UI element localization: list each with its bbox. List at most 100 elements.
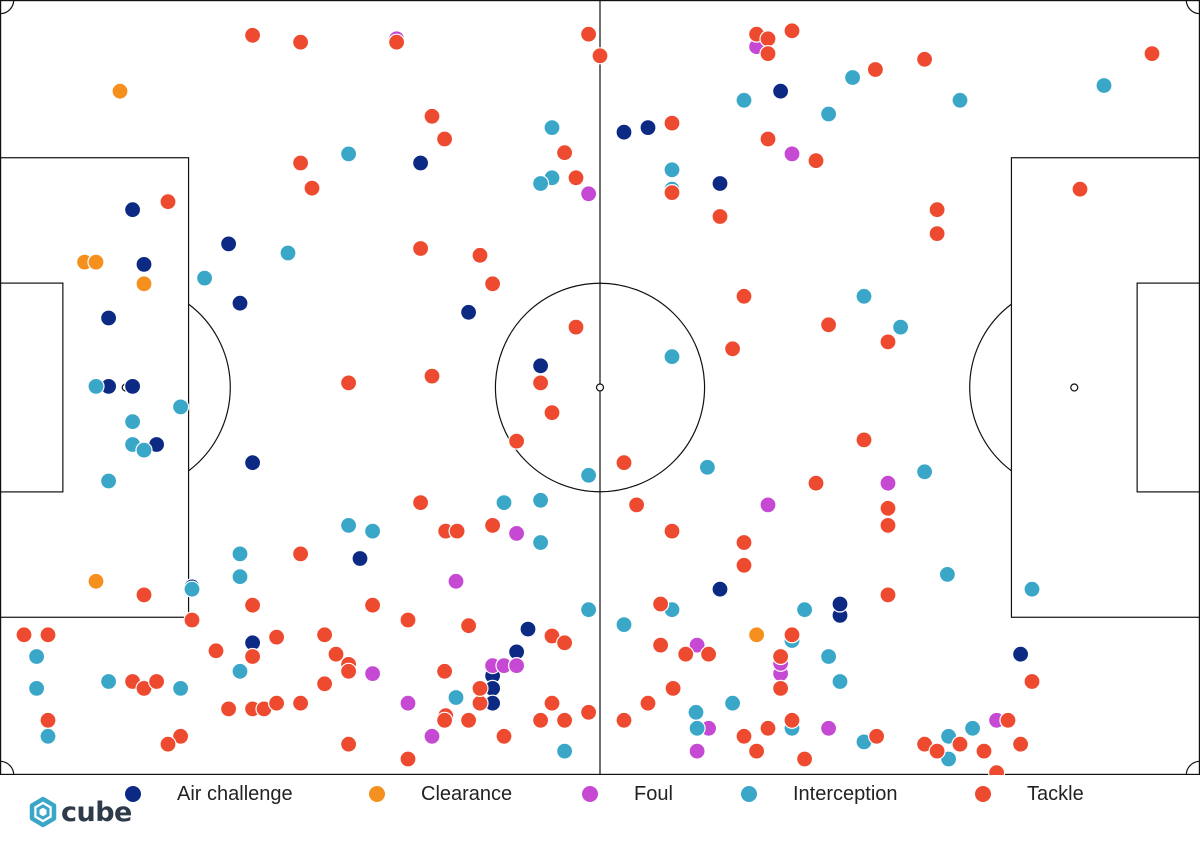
point-interception <box>172 679 190 698</box>
point-foul <box>447 572 465 590</box>
point-tackle <box>1011 735 1030 753</box>
point-interception <box>124 413 142 431</box>
point-air-challenge <box>615 123 633 141</box>
point-tackle <box>172 727 190 745</box>
point-tackle <box>268 628 286 646</box>
point-tackle <box>928 742 946 760</box>
point-air-challenge <box>519 620 537 638</box>
point-interception <box>688 719 706 737</box>
point-tackle <box>615 711 633 729</box>
point-interception <box>340 516 358 535</box>
point-interception <box>495 494 513 512</box>
point-tackle <box>951 735 969 753</box>
point-tackle <box>723 340 742 358</box>
point-interception <box>698 458 717 476</box>
legend-item-air-challenge: Air challenge <box>125 776 293 812</box>
point-tackle <box>327 645 345 663</box>
point-tackle <box>735 533 753 552</box>
cube-logo: cube <box>28 795 132 829</box>
series-air-challenge <box>99 82 1030 712</box>
point-interception <box>555 742 574 760</box>
point-foul <box>819 719 838 737</box>
point-tackle <box>879 333 897 351</box>
point-tackle <box>220 700 238 718</box>
point-clearance <box>135 275 153 293</box>
point-interception <box>172 398 190 416</box>
point-tackle <box>988 764 1006 775</box>
point-interception <box>663 348 681 366</box>
point-interception <box>531 533 550 552</box>
point-interception <box>87 377 105 395</box>
point-tackle <box>783 711 801 729</box>
point-air-challenge <box>220 235 238 253</box>
point-interception <box>723 694 742 712</box>
point-tackle <box>159 193 177 211</box>
point-tackle <box>531 711 550 729</box>
point-foul <box>688 636 706 654</box>
point-tackle <box>651 595 670 613</box>
left-penalty-area <box>0 157 190 618</box>
point-foul <box>783 145 801 163</box>
point-tackle <box>807 152 825 170</box>
point-interception <box>39 727 57 745</box>
point-tackle <box>699 645 718 663</box>
point-air-challenge <box>412 154 430 172</box>
point-tackle <box>543 404 561 422</box>
point-tackle <box>879 516 897 535</box>
point-interception <box>687 703 705 721</box>
legend-swatch-air-challenge <box>125 786 141 802</box>
point-tackle <box>471 246 489 264</box>
point-tackle <box>759 44 777 63</box>
point-interception <box>819 647 838 666</box>
point-interception <box>963 719 982 737</box>
series-clearance <box>75 82 766 644</box>
corner-arc-top-left <box>0 0 15 15</box>
point-tackle <box>1023 672 1041 691</box>
point-interception <box>340 145 358 163</box>
point-tackle <box>292 694 310 712</box>
point-interception <box>579 601 598 619</box>
point-interception <box>579 466 598 484</box>
point-interception <box>27 679 46 698</box>
corner-arc-top-right <box>1185 0 1200 15</box>
point-tackle <box>340 374 358 392</box>
point-tackle <box>412 494 430 512</box>
point-tackle <box>711 207 729 226</box>
point-interception <box>447 688 465 707</box>
right-goal-area <box>1136 282 1200 493</box>
pitch-chart <box>0 0 1200 775</box>
point-air-challenge <box>531 357 550 375</box>
point-tackle <box>639 694 657 712</box>
point-foul <box>423 727 441 745</box>
point-tackle <box>759 130 777 148</box>
point-tackle <box>783 22 801 40</box>
point-tackle <box>484 516 502 535</box>
point-tackle <box>567 318 585 336</box>
point-tackle <box>244 647 262 666</box>
point-tackle <box>495 727 513 745</box>
point-tackle <box>303 179 321 197</box>
series-tackle <box>15 22 1161 775</box>
point-tackle <box>1071 180 1089 198</box>
point-tackle <box>207 642 225 660</box>
point-clearance <box>87 572 105 590</box>
legend-label-clearance: Clearance <box>421 782 513 805</box>
point-interception <box>843 68 862 87</box>
left-goal-area <box>0 282 64 493</box>
point-tackle <box>663 114 681 132</box>
point-tackle <box>436 130 454 148</box>
point-interception <box>663 161 681 179</box>
point-interception <box>99 472 118 490</box>
legend-item-foul: Foul <box>582 776 673 812</box>
point-tackle <box>819 316 838 334</box>
point-tackle <box>664 679 682 698</box>
cube-logo-icon <box>29 796 57 828</box>
point-tackle <box>783 626 801 644</box>
legend-label-air-challenge: Air challenge <box>177 782 293 805</box>
point-tackle <box>423 367 441 385</box>
point-air-challenge <box>124 377 142 395</box>
point-tackle <box>735 727 753 745</box>
point-tackle <box>771 679 790 698</box>
right-penalty-arc <box>969 303 1012 472</box>
point-tackle <box>543 694 561 712</box>
